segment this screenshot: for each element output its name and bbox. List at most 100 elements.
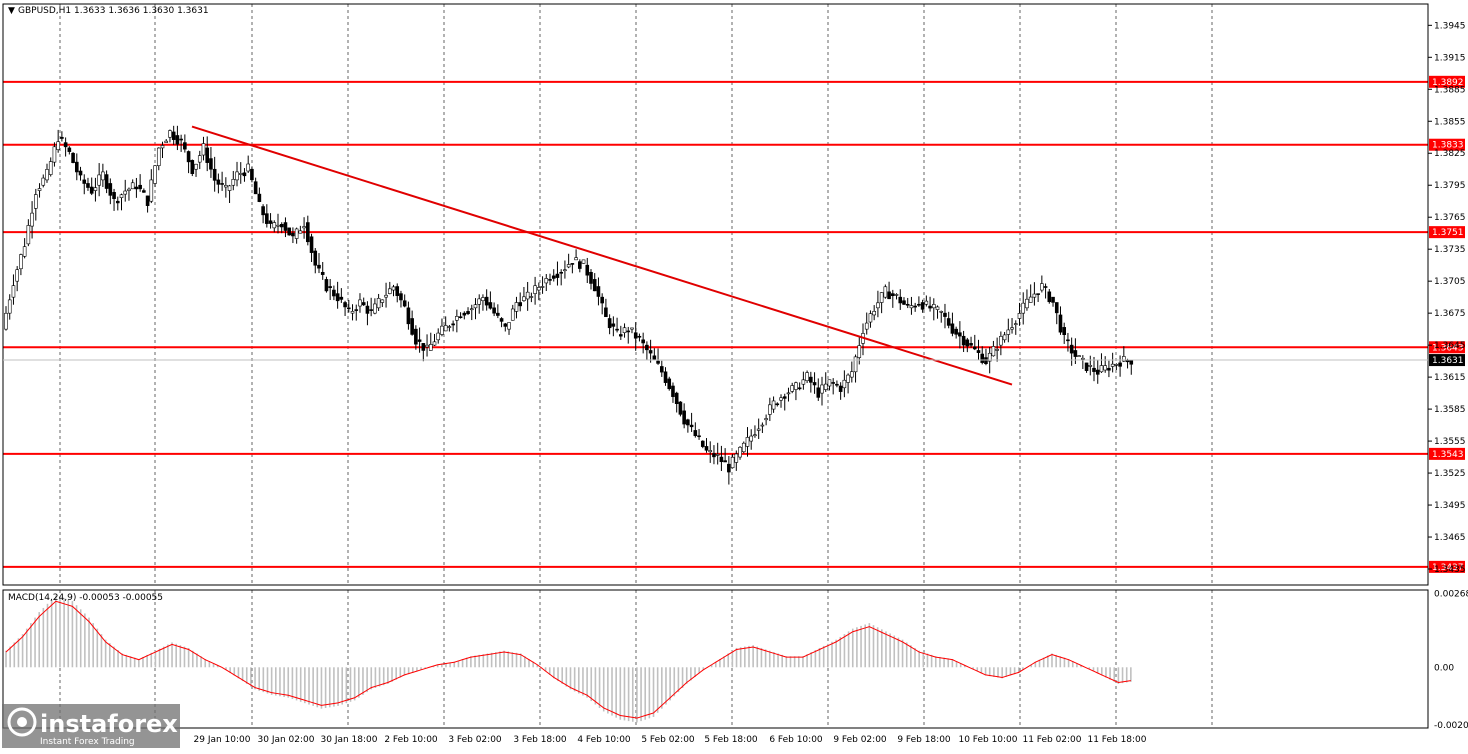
level-badge <box>1429 560 1465 573</box>
candle-body <box>384 294 388 298</box>
candle-body <box>246 163 250 172</box>
candle-body <box>1006 329 1011 335</box>
candle-body <box>34 194 38 209</box>
candle-body <box>298 230 303 234</box>
candle-body <box>756 428 761 431</box>
candle-body <box>484 296 489 306</box>
candle-body <box>678 401 683 415</box>
candle-body <box>760 424 765 427</box>
candle-body <box>309 236 314 253</box>
level-label: 1.3892 <box>1432 78 1464 88</box>
candle-body <box>294 228 299 239</box>
candle-body <box>518 302 522 307</box>
candle-body <box>864 322 869 330</box>
candle-body <box>805 372 809 381</box>
macd-panel <box>5 595 1132 723</box>
price-tick-label: 1.3615 <box>1434 373 1466 383</box>
candle-body <box>745 437 750 447</box>
candle-body <box>700 440 705 447</box>
candle-body <box>1084 362 1089 371</box>
candle-body <box>913 305 917 308</box>
candle-body <box>1088 365 1093 367</box>
candle-body <box>723 460 727 463</box>
candle-body <box>574 257 578 261</box>
candle-body <box>775 403 780 406</box>
candle-body <box>768 404 772 415</box>
candle-body <box>708 450 713 453</box>
level-badge <box>1429 226 1465 239</box>
time-tick-label: 3 Feb 02:00 <box>448 735 502 745</box>
candle-body <box>343 302 347 308</box>
candle-body <box>108 183 113 196</box>
price-series <box>4 125 1134 485</box>
candle-body <box>905 303 910 306</box>
chart-title-arrow: ▼ <box>8 6 15 16</box>
candle-body <box>1125 360 1130 363</box>
candle-body <box>462 312 467 316</box>
candle-body <box>86 183 90 188</box>
candle-body <box>1110 363 1115 367</box>
candle-body <box>1013 323 1018 325</box>
candle-body <box>652 355 657 360</box>
candle-body <box>238 173 243 175</box>
candle-body <box>827 379 832 387</box>
candle-body <box>220 183 224 185</box>
macd-signal-line <box>5 600 1131 719</box>
current-price-badge <box>1429 354 1465 367</box>
macd-label: MACD(14,24,9) -0.00053 -0.00055 <box>8 593 163 603</box>
candle-body <box>481 297 485 302</box>
candle-body <box>507 322 511 330</box>
candle-body <box>917 303 921 306</box>
candle-body <box>995 349 999 351</box>
candle-body <box>406 307 411 325</box>
candle-body <box>615 328 619 331</box>
candle-body <box>346 307 351 310</box>
candle-body <box>850 371 854 378</box>
trendline[interactable] <box>191 125 1013 386</box>
candle-body <box>809 376 813 383</box>
candle-body <box>4 312 8 330</box>
candle-body <box>93 187 98 191</box>
candle-body <box>313 250 318 266</box>
time-tick-label: 30 Jan 02:00 <box>258 735 315 745</box>
candle-body <box>671 385 675 397</box>
candle-body <box>89 186 94 194</box>
candle-body <box>499 318 504 322</box>
candle-body <box>674 392 679 405</box>
price-tick-label: 1.3915 <box>1434 53 1466 63</box>
candle-body <box>764 418 768 421</box>
level-label: 1.3643 <box>1432 343 1464 353</box>
candle-body <box>26 225 31 245</box>
time-tick-label: 2 Feb 10:00 <box>384 735 438 745</box>
candle-body <box>782 396 787 399</box>
candle-body <box>332 289 336 297</box>
candle-body <box>145 195 150 206</box>
candle-body <box>537 287 541 291</box>
candle-body <box>715 454 720 456</box>
time-tick-label: 4 Feb 10:00 <box>577 735 631 745</box>
candle-body <box>950 323 955 334</box>
candle-body <box>902 300 906 305</box>
price-tick-label: 1.3795 <box>1434 181 1466 191</box>
trendline-segment[interactable] <box>191 125 1013 386</box>
time-tick-label: 11 Feb 02:00 <box>1022 735 1081 745</box>
candle-body <box>399 293 403 301</box>
candle-body <box>149 179 154 202</box>
candle-body <box>637 335 642 338</box>
support-resistance-levels[interactable]: 1.3892 1.3833 1.3751 1.3643 1.3543 1.3437 <box>3 75 1465 573</box>
candle-body <box>432 341 437 346</box>
candle-body <box>190 160 195 174</box>
candle-body <box>324 279 329 292</box>
candle-body <box>820 384 824 394</box>
price-tick-label: 1.3705 <box>1434 277 1466 287</box>
candle-body <box>1095 369 1100 375</box>
time-tick-label: 3 Feb 18:00 <box>513 735 567 745</box>
candle-body <box>965 339 970 347</box>
candle-body <box>939 311 944 313</box>
candle-body <box>589 271 593 284</box>
candle-body <box>1025 298 1029 309</box>
instaforex-watermark: instaforex Instant Forex Trading <box>2 704 180 748</box>
candle-body <box>887 291 891 300</box>
